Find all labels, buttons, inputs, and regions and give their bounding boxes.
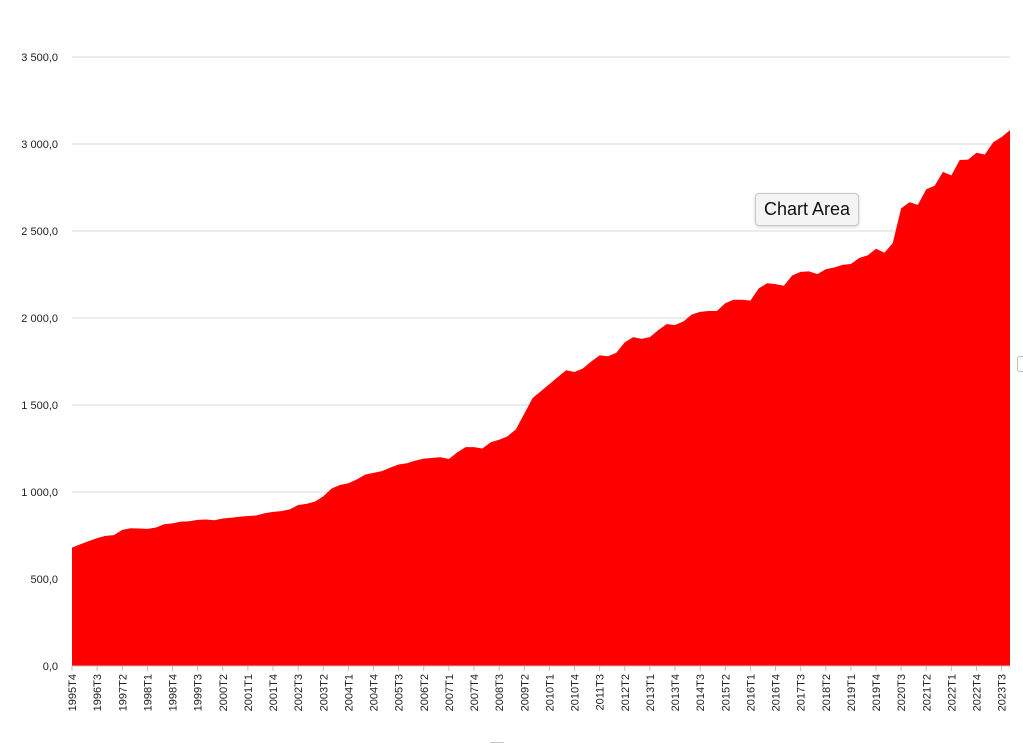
x-tick-label: 2013T1	[645, 674, 657, 711]
x-tick-label: 2013T4	[670, 674, 682, 711]
x-tick-label: 2010T1	[544, 674, 556, 711]
x-tick-label: 2002T3	[293, 674, 305, 711]
x-axis: 1995T4 1996T3 1997T2 1998T1 1998T4 1999T3 2000…	[67, 665, 1010, 711]
x-tick-label: 2018T2	[821, 674, 833, 711]
x-tick-label: 1996T3	[92, 674, 104, 711]
x-tick-label: 2017T3	[796, 674, 808, 711]
x-tick-label: 1998T4	[168, 674, 180, 711]
y-tick-label: 1 500,0	[21, 400, 58, 412]
x-tick-label: 2010T4	[570, 674, 582, 711]
x-tick-label: 2022T4	[972, 674, 984, 711]
y-tick-label: 500,0	[30, 574, 58, 586]
series-area[interactable]	[72, 130, 1010, 666]
x-tick-label: 2006T2	[419, 674, 431, 711]
resize-handle-right[interactable]	[1017, 356, 1023, 372]
x-tick-label: 1995T4	[67, 674, 79, 711]
plot-area	[72, 130, 1010, 666]
x-tick-label: 1997T2	[117, 674, 129, 711]
x-tick-label: 2019T1	[846, 674, 858, 711]
x-tick-label: 2021T2	[921, 674, 933, 711]
x-tick-label: 2008T3	[494, 674, 506, 711]
x-tick-label: 2022T1	[946, 674, 958, 711]
x-tick-label: 2023T3	[997, 674, 1009, 711]
x-tick-label: 2000T2	[218, 674, 230, 711]
x-tick-label: 2007T1	[444, 674, 456, 711]
x-tick-label: 1999T3	[193, 674, 205, 711]
y-tick-label: 3 500,0	[21, 52, 58, 64]
y-tick-label: 3 000,0	[21, 139, 58, 151]
x-tick-label: 2019T4	[871, 674, 883, 711]
x-tick-label: 2016T1	[745, 674, 757, 711]
x-tick-label: 2009T2	[519, 674, 531, 711]
y-axis: 0,0 500,0 1 000,0 1 500,0 2 000,0 2 500,0 3 00…	[21, 52, 58, 673]
x-tick-label: 2012T2	[620, 674, 632, 711]
x-tick-label: 2007T4	[469, 674, 481, 711]
x-tick-label: 2001T1	[243, 674, 255, 711]
x-tick-label: 2004T1	[343, 674, 355, 711]
x-tick-label: 2016T4	[771, 674, 783, 711]
x-tick-label: 2014T3	[695, 674, 707, 711]
x-tick-label: 2015T2	[720, 674, 732, 711]
y-tick-label: 0,0	[43, 661, 58, 673]
x-tick-label: 2003T2	[318, 674, 330, 711]
x-tick-label: 2001T4	[268, 674, 280, 711]
x-tick-label: 2020T3	[896, 674, 908, 711]
x-tick-label: 1998T1	[142, 674, 154, 711]
x-tick-label: 2004T4	[369, 674, 381, 711]
y-tick-label: 1 000,0	[21, 487, 58, 499]
y-tick-label: 2 000,0	[21, 313, 58, 325]
chart-area-tooltip: Chart Area	[755, 193, 860, 226]
x-tick-label: 2005T3	[394, 674, 406, 711]
resize-handle-bottom[interactable]	[490, 742, 504, 748]
y-tick-label: 2 500,0	[21, 226, 58, 238]
x-tick-label: 2011T3	[595, 674, 607, 711]
